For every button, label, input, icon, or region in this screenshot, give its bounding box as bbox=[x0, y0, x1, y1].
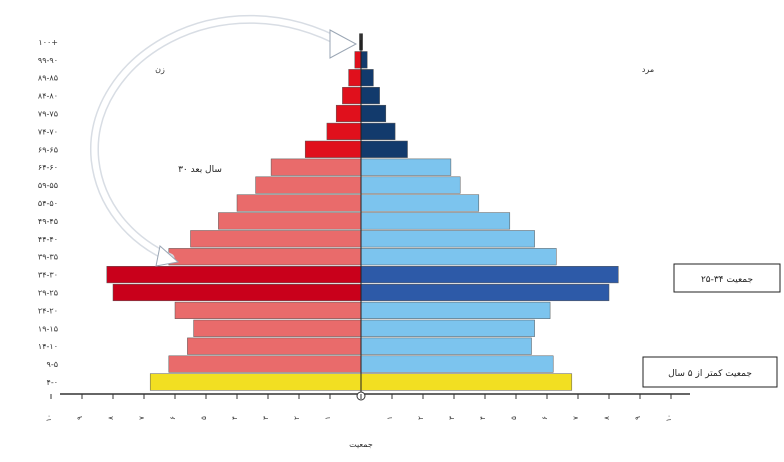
female-bar-3 bbox=[193, 319, 362, 337]
female-bar-6 bbox=[106, 266, 362, 284]
female-bar-1 bbox=[168, 355, 362, 373]
age-group-label: ۴۴-۴۰ bbox=[38, 235, 58, 244]
under-5-box bbox=[642, 356, 778, 388]
female-bar-17 bbox=[348, 69, 362, 87]
female-bar-13 bbox=[304, 140, 362, 158]
male-bar-1 bbox=[360, 355, 554, 373]
age-group-label: ۸۹-۸۵ bbox=[38, 74, 58, 83]
thirty-years-arrow-edge bbox=[91, 16, 348, 261]
male-bar-9 bbox=[360, 212, 511, 230]
female-bar-8 bbox=[190, 230, 362, 248]
age-25-34-box-label: جمعیت ۳۴-۲۵ bbox=[701, 275, 753, 285]
years-later-label: ۳۰ سال بعد bbox=[178, 165, 222, 175]
male-bar-14 bbox=[360, 122, 396, 140]
x-tick-label: ۱۰ bbox=[45, 414, 53, 422]
male-label: مرد bbox=[642, 65, 654, 74]
x-ticks-group: ۱۰ ۹ ۸ ۷ ۶ ۵ ۴ ۳ ۲ ۱ ۱ ۲ ۳ ۴ ۵ ۶ ۷ ۸ ۹ ۱۰ bbox=[45, 394, 673, 422]
male-bar-2 bbox=[360, 337, 532, 355]
female-bar-15 bbox=[335, 104, 362, 123]
age-group-label: ۷۹-۷۵ bbox=[38, 110, 58, 119]
bars-group bbox=[106, 33, 619, 391]
x-tick-label: ۵ bbox=[200, 416, 208, 420]
male-bar-17 bbox=[360, 69, 374, 87]
male-bar-11 bbox=[360, 176, 461, 194]
female-bar-12 bbox=[270, 158, 362, 176]
age-group-label: ۶۹-۶۵ bbox=[38, 145, 58, 154]
female-bar-18 bbox=[354, 51, 362, 69]
age-group-label: ۲۹-۲۵ bbox=[38, 289, 58, 298]
x-tick-label: ۵ bbox=[510, 416, 518, 420]
under-5-box-label: جمعیت کمتر از ۵ سال bbox=[668, 369, 752, 379]
arrow-head-bottom bbox=[155, 245, 180, 267]
female-label: زن bbox=[155, 65, 165, 74]
x-tick-label: ۷ bbox=[572, 416, 580, 420]
age-group-label: ۳۴-۳۰ bbox=[38, 271, 58, 280]
male-bar-4 bbox=[360, 301, 551, 319]
x-tick-label: ۱ bbox=[324, 416, 332, 420]
female-bar-4 bbox=[174, 301, 362, 319]
age-group-label: ۶۴-۶۰ bbox=[38, 163, 58, 172]
x-tick-label: ۱ bbox=[386, 416, 394, 420]
age-group-label: ۵۹-۵۵ bbox=[38, 181, 58, 190]
x-tick-label: ۹ bbox=[634, 416, 642, 420]
female-bar-16 bbox=[342, 87, 362, 105]
x-tick-label: ۸ bbox=[107, 416, 115, 420]
x-tick-label: ۱۰ bbox=[665, 414, 673, 422]
age-group-label: ۱۹-۱۵ bbox=[38, 324, 58, 333]
age-group-label: ۴۹-۴۵ bbox=[38, 217, 58, 226]
male-bar-7 bbox=[360, 248, 557, 266]
female-bar-7 bbox=[168, 248, 362, 266]
female-bar-2 bbox=[187, 337, 362, 355]
age-group-label: ۵۴-۵۰ bbox=[38, 199, 58, 208]
age-group-label: ۹-۵ bbox=[47, 360, 58, 369]
male-bar-15 bbox=[360, 104, 387, 123]
age-group-label: ۳۹-۳۵ bbox=[38, 253, 58, 262]
female-bar-11 bbox=[255, 176, 362, 194]
age-group-label: ۹۹-۹۰ bbox=[38, 56, 58, 65]
x-tick-label: ۲ bbox=[293, 416, 301, 420]
x-tick-label: ۲ bbox=[417, 416, 425, 420]
male-bar-0 bbox=[360, 373, 573, 391]
male-bar-3 bbox=[360, 319, 535, 337]
male-bar-10 bbox=[360, 194, 480, 212]
female-bar-0 bbox=[149, 373, 362, 391]
female-bar-5 bbox=[112, 283, 362, 302]
arrow-head-top bbox=[329, 29, 358, 59]
male-bar-6 bbox=[360, 266, 619, 284]
x-tick-label: ۳ bbox=[448, 416, 456, 420]
male-bar-18 bbox=[360, 51, 368, 69]
female-bar-10 bbox=[236, 194, 362, 212]
age-group-label: ۲۴-۲۰ bbox=[38, 306, 58, 315]
x-tick-label: ۶ bbox=[541, 416, 549, 420]
male-bar-13 bbox=[360, 140, 408, 158]
x-tick-label: ۴ bbox=[231, 416, 239, 420]
male-bar-12 bbox=[360, 158, 452, 176]
age-group-label: ۸۴-۸۰ bbox=[38, 92, 58, 101]
x-axis-title: جمعیت bbox=[349, 440, 373, 449]
x-tick-label: ۶ bbox=[169, 416, 177, 420]
age-group-label: ۴-۰ bbox=[47, 378, 58, 387]
age-labels-group: ۴-۰ ۹-۵ ۱۴-۱۰ ۱۹-۱۵ ۲۴-۲۰ ۲۹-۲۵ ۳۴-۳۰ ۳۹-۳۵ ۴۴-۴… bbox=[38, 38, 58, 387]
male-bar-8 bbox=[360, 230, 535, 248]
x-tick-label: ۷ bbox=[138, 416, 146, 420]
age-25-34-box bbox=[673, 263, 781, 293]
x-tick-label: ۳ bbox=[262, 416, 270, 420]
female-bar-9 bbox=[218, 212, 362, 230]
x-tick-label: ۹ bbox=[76, 416, 84, 420]
male-bar-5 bbox=[360, 283, 610, 302]
age-group-label: ۷۴-۷۰ bbox=[38, 127, 58, 136]
age-group-label: ۱۰۰+ bbox=[38, 38, 58, 47]
x-tick-label: ۸ bbox=[603, 416, 611, 420]
age-group-label: ۱۴-۱۰ bbox=[38, 342, 58, 351]
x-tick-label: ۴ bbox=[479, 416, 487, 420]
female-bar-14 bbox=[326, 122, 362, 140]
male-bar-16 bbox=[360, 87, 380, 105]
